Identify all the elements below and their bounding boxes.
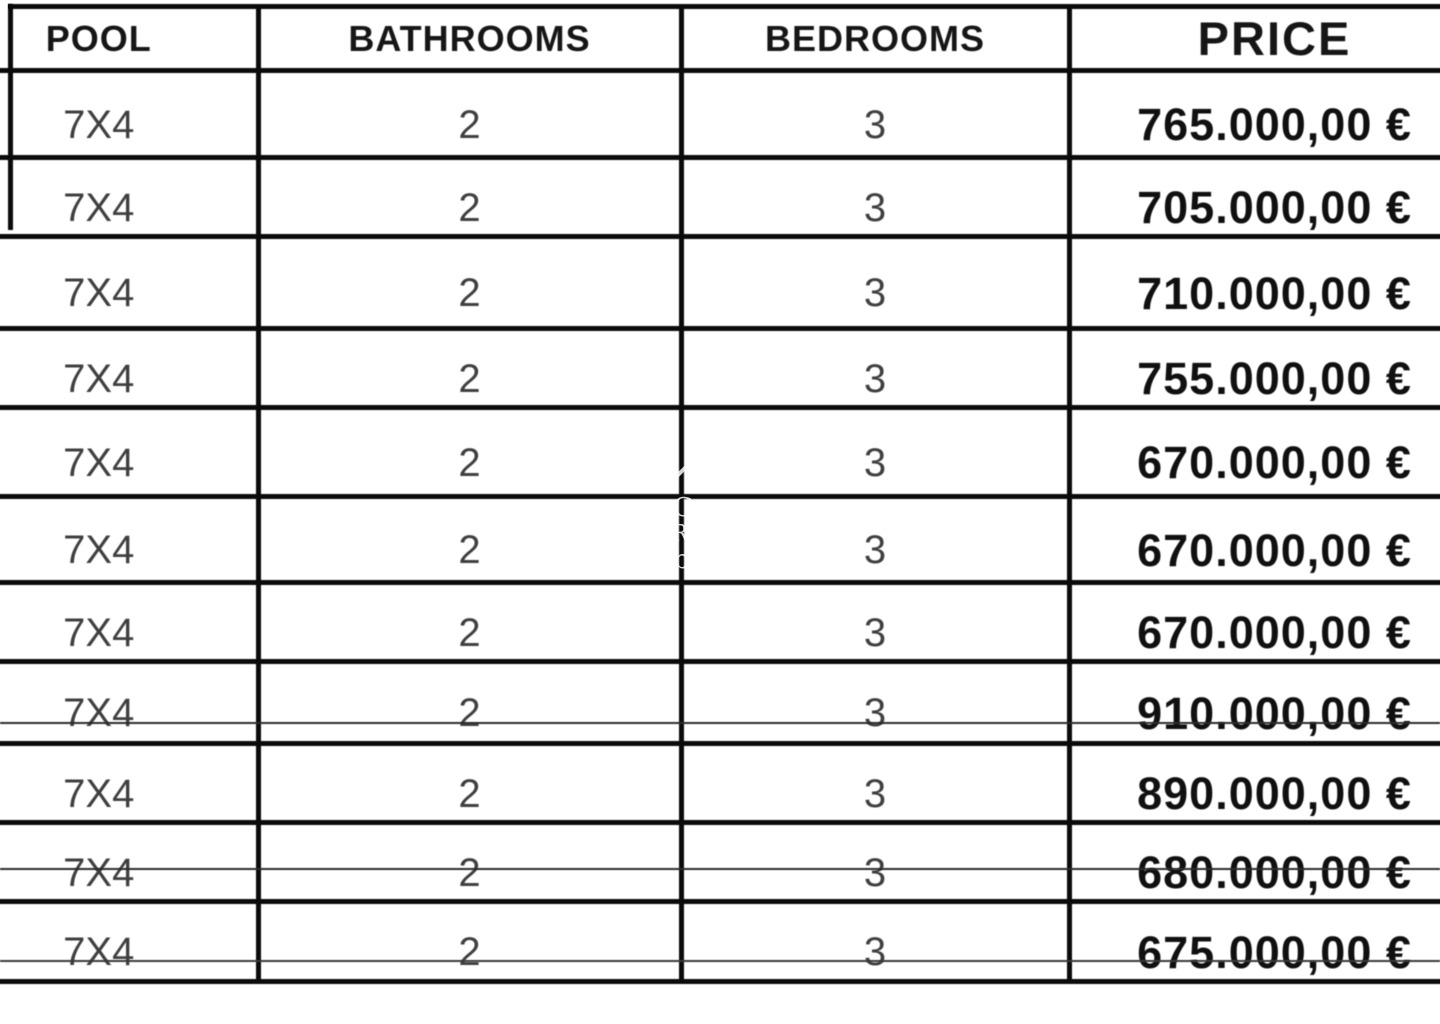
cell-bathrooms: 2	[255, 899, 684, 984]
table-row: 7X4 2 3 670.000,00 €	[0, 580, 1440, 664]
cell-bathrooms: 2	[255, 580, 684, 664]
cell-bedrooms: 3	[678, 741, 1072, 825]
cell-pool: 7X4	[0, 659, 261, 746]
scan-artifact-line	[0, 960, 1440, 962]
cell-price: 680.000,00 €	[1066, 820, 1440, 904]
cell-bedrooms: 3	[678, 580, 1072, 664]
cell-bathrooms: 2	[255, 659, 684, 746]
cell-bathrooms: 2	[255, 820, 684, 904]
cell-bedrooms: 3	[678, 234, 1072, 331]
cell-bathrooms: 2	[255, 155, 684, 239]
cell-price: 890.000,00 €	[1066, 741, 1440, 825]
cell-bathrooms: 2	[255, 405, 684, 499]
cell-bedrooms: 3	[678, 494, 1072, 585]
cell-price: 705.000,00 €	[1066, 155, 1440, 239]
cell-bedrooms: 3	[678, 820, 1072, 904]
table-row: 7X4 2 3 670.000,00 €	[0, 405, 1440, 499]
cell-bathrooms: 2	[255, 234, 684, 331]
cell-bedrooms: 3	[678, 405, 1072, 499]
cell-pool: 7X4	[0, 68, 261, 160]
table-row: 7X4 2 3 755.000,00 €	[0, 326, 1440, 410]
cell-bedrooms: 3	[678, 68, 1072, 160]
scan-artifact-line	[0, 868, 1440, 870]
cell-price: 670.000,00 €	[1066, 580, 1440, 664]
cell-price: 910.000,00 €	[1066, 659, 1440, 746]
table-row: 7X4 2 3 765.000,00 €	[0, 68, 1440, 160]
price-table: POOL BATHROOMS BEDROOMS PRICE 7X4 2 3 76…	[0, 4, 1440, 984]
cell-price: 765.000,00 €	[1066, 68, 1440, 160]
table-body: 7X4 2 3 765.000,00 € 7X4 2 3 705.000,00 …	[0, 68, 1440, 984]
cell-pool: 7X4	[0, 820, 261, 904]
cell-price: 710.000,00 €	[1066, 234, 1440, 331]
table-row: 7X4 2 3 710.000,00 €	[0, 234, 1440, 331]
cell-pool: 7X4	[0, 234, 261, 331]
header-row: POOL BATHROOMS BEDROOMS PRICE	[0, 4, 1440, 73]
cell-price: 670.000,00 €	[1066, 494, 1440, 585]
cell-pool: 7X4	[0, 899, 261, 984]
cell-bedrooms: 3	[678, 155, 1072, 239]
table-header: POOL BATHROOMS BEDROOMS PRICE	[0, 4, 1440, 73]
cell-bathrooms: 2	[255, 494, 684, 585]
table-row: 7X4 2 3 670.000,00 €	[0, 494, 1440, 585]
table-row: 7X4 2 3 890.000,00 €	[0, 741, 1440, 825]
cell-bedrooms: 3	[678, 326, 1072, 410]
table-row: 7X4 2 3 680.000,00 €	[0, 820, 1440, 904]
column-header-bathrooms: BATHROOMS	[255, 4, 684, 73]
cell-price: 670.000,00 €	[1066, 405, 1440, 499]
cell-bathrooms: 2	[255, 326, 684, 410]
cell-bathrooms: 2	[255, 68, 684, 160]
cell-bedrooms: 3	[678, 899, 1072, 984]
table-row: 7X4 2 3 910.000,00 €	[0, 659, 1440, 746]
column-header-bedrooms: BEDROOMS	[678, 4, 1072, 73]
left-border-segment	[8, 4, 13, 230]
scan-artifact-line	[0, 722, 1440, 724]
price-table-scan: POOL BATHROOMS BEDROOMS PRICE 7X4 2 3 76…	[0, 4, 1440, 984]
cell-pool: 7X4	[0, 580, 261, 664]
cell-pool: 7X4	[0, 326, 261, 410]
cell-bathrooms: 2	[255, 741, 684, 825]
cell-pool: 7X4	[0, 741, 261, 825]
cell-pool: 7X4	[0, 494, 261, 585]
scan-corner-patch	[0, 0, 8, 14]
cell-price: 755.000,00 €	[1066, 326, 1440, 410]
column-header-price: PRICE	[1066, 4, 1440, 73]
column-header-pool: POOL	[0, 4, 261, 73]
cell-bedrooms: 3	[678, 659, 1072, 746]
cell-pool: 7X4	[0, 405, 261, 499]
cell-pool: 7X4	[0, 155, 261, 239]
cell-price: 675.000,00 €	[1066, 899, 1440, 984]
table-row: 7X4 2 3 705.000,00 €	[0, 155, 1440, 239]
table-row: 7X4 2 3 675.000,00 €	[0, 899, 1440, 984]
